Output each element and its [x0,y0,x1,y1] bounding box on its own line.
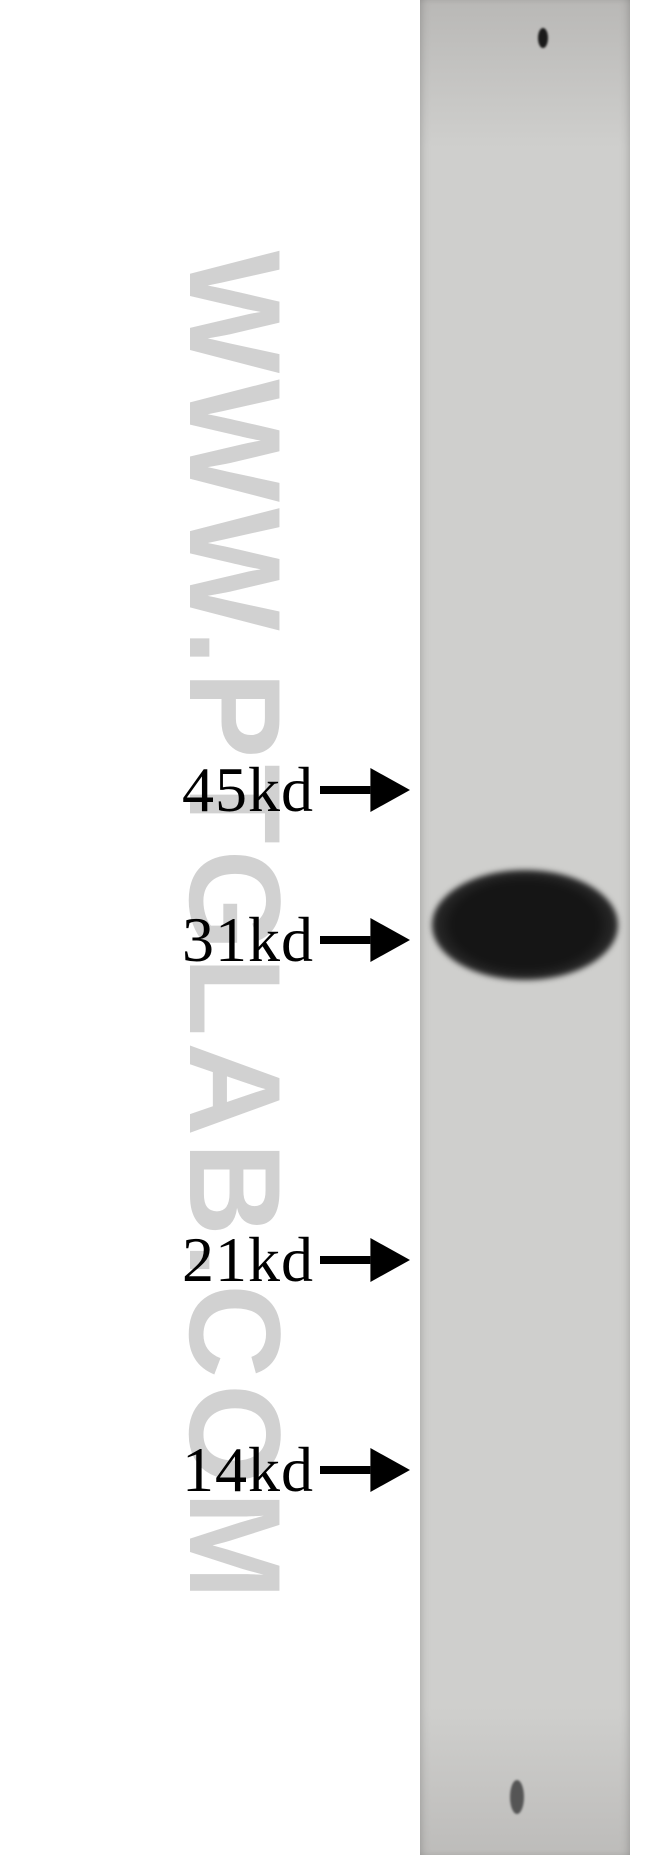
mw-marker-label: 45kd [182,753,314,827]
mw-marker: 21kd [182,1223,410,1297]
arrow-right-icon [320,1238,410,1282]
arrow-right-icon [320,768,410,812]
blot-figure: WWW.PTGLAB.COM 45kd31kd21kd14kd [0,0,650,1855]
artifact-spot [510,1780,524,1814]
mw-marker: 14kd [182,1433,410,1507]
arrow-right-icon [320,918,410,962]
mw-marker-label: 14kd [182,1433,314,1507]
mw-marker-label: 31kd [182,903,314,977]
mw-marker: 31kd [182,903,410,977]
protein-band [432,870,618,980]
arrow-right-icon [320,1448,410,1492]
mw-marker-label: 21kd [182,1223,314,1297]
artifact-spot [538,28,548,48]
mw-marker: 45kd [182,753,410,827]
